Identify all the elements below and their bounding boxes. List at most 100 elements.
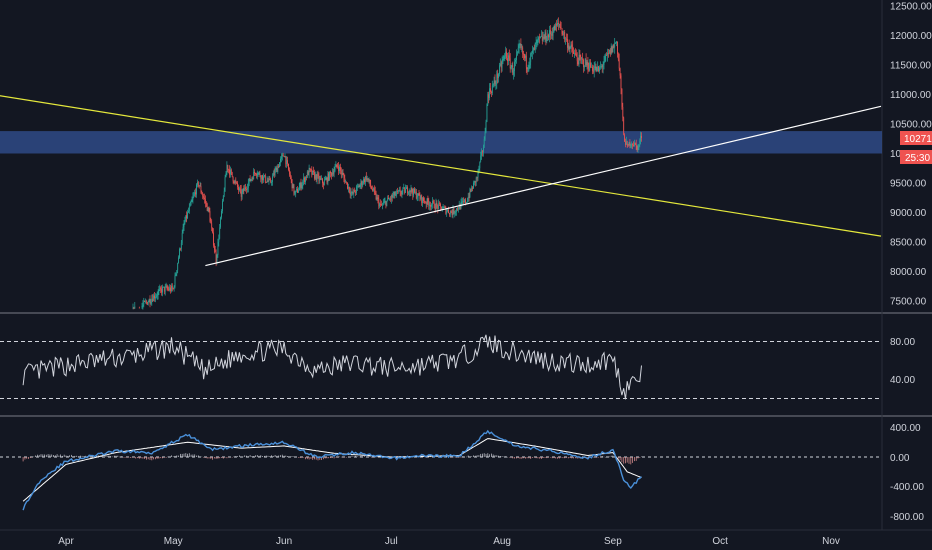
candle-body — [537, 37, 539, 41]
macd-hist-bar — [348, 456, 349, 457]
candle-body — [230, 169, 232, 172]
candle-body — [312, 170, 314, 175]
candle-body — [615, 43, 616, 44]
candle-body — [481, 151, 482, 156]
candle-body — [635, 143, 637, 146]
candle-body — [349, 191, 351, 195]
macd-hist-bar — [367, 456, 369, 457]
candle-body — [441, 206, 442, 211]
macd-hist-bar — [129, 457, 131, 458]
macd-hist-bar — [187, 453, 188, 457]
price-axis-label: 8000.00 — [890, 267, 927, 278]
macd-hist-bar — [122, 457, 124, 458]
macd-hist-bar — [163, 457, 165, 458]
candle-body — [368, 179, 370, 181]
candle-body — [343, 174, 345, 178]
price-axis-label: 11000.00 — [890, 90, 931, 101]
candle-body — [171, 285, 173, 289]
candle-body — [367, 178, 369, 181]
macd-hist-bar — [235, 456, 237, 457]
candle-body — [180, 248, 181, 250]
candle-body — [459, 204, 461, 209]
macd-hist-bar — [601, 456, 603, 457]
macd-hist-bar — [221, 457, 222, 458]
macd-hist-bar — [124, 457, 126, 458]
candle-body — [201, 191, 203, 195]
time-axis[interactable]: Apr May Jun Jul Aug Sep Oct Nov — [58, 536, 840, 547]
macd-hist-bar — [180, 453, 181, 457]
candle-body — [403, 187, 405, 189]
candle-body — [517, 48, 519, 52]
candle-body — [240, 189, 242, 197]
price-pane[interactable] — [0, 17, 882, 310]
macd-hist-bar — [337, 457, 339, 458]
rsi-pane[interactable] — [0, 334, 882, 400]
macd-hist-bar — [142, 457, 144, 459]
resistance-zone[interactable] — [0, 131, 882, 154]
candle-body — [292, 184, 294, 189]
yellow-trendline[interactable] — [0, 89, 882, 237]
macd-hist-bar — [544, 457, 546, 458]
candle-body — [583, 66, 585, 68]
candle-body — [191, 199, 193, 202]
candle-body — [353, 189, 355, 194]
candle-body — [301, 184, 303, 189]
candle-body — [612, 44, 614, 53]
candle-body — [354, 189, 356, 193]
candle-body — [264, 175, 266, 182]
candle-body — [533, 47, 534, 51]
macd-hist-bar — [369, 456, 371, 457]
candle-body — [175, 274, 177, 276]
candle-body — [318, 175, 320, 181]
macd-hist-bar — [551, 457, 553, 459]
candle-body — [291, 179, 293, 189]
candle-body — [431, 204, 432, 207]
candle-body — [365, 176, 366, 183]
candle-body — [289, 169, 290, 175]
candle-body — [609, 49, 611, 55]
macd-hist-bar — [321, 457, 322, 460]
candle-body — [457, 209, 459, 211]
white-trendline[interactable] — [205, 105, 882, 267]
macd-hist-bar — [146, 457, 147, 460]
macd-hist-bar — [380, 456, 381, 458]
candle-body — [464, 199, 465, 202]
candle-body — [585, 59, 587, 66]
macd-hist-bar — [135, 457, 137, 459]
macd-pane[interactable] — [0, 429, 882, 511]
macd-hist-bar — [487, 453, 489, 457]
candle-body — [477, 170, 479, 178]
macd-hist-bar — [451, 457, 453, 458]
candle-body — [375, 193, 377, 200]
candle-body — [560, 26, 562, 29]
candle-body — [247, 188, 248, 190]
candle-body — [246, 189, 247, 190]
macd-hist-bar — [364, 456, 365, 457]
candle-body — [600, 66, 601, 68]
candle-body — [373, 188, 375, 191]
candle-body — [569, 47, 571, 50]
candle-body — [233, 181, 235, 183]
candle-body — [584, 59, 586, 67]
candle-body — [313, 170, 314, 173]
candle-body — [287, 160, 288, 164]
candle-body — [483, 139, 485, 148]
macd-hist-bar — [571, 457, 573, 459]
macd-hist-bar — [121, 456, 122, 457]
candle-body — [581, 58, 583, 60]
macd-hist-bar — [289, 456, 290, 457]
candle-body — [554, 25, 556, 31]
candle-body — [522, 47, 524, 54]
candle-body — [624, 134, 625, 142]
candle-body — [592, 70, 594, 72]
macd-hist-bar — [373, 456, 374, 458]
candle-body — [596, 67, 598, 71]
candle-body — [384, 201, 386, 203]
candle-body — [567, 45, 569, 48]
macd-hist-bar — [498, 455, 499, 457]
macd-hist-bar — [106, 455, 108, 457]
candle-body — [525, 55, 526, 59]
candle-body — [628, 142, 630, 146]
candle-body — [456, 208, 457, 212]
